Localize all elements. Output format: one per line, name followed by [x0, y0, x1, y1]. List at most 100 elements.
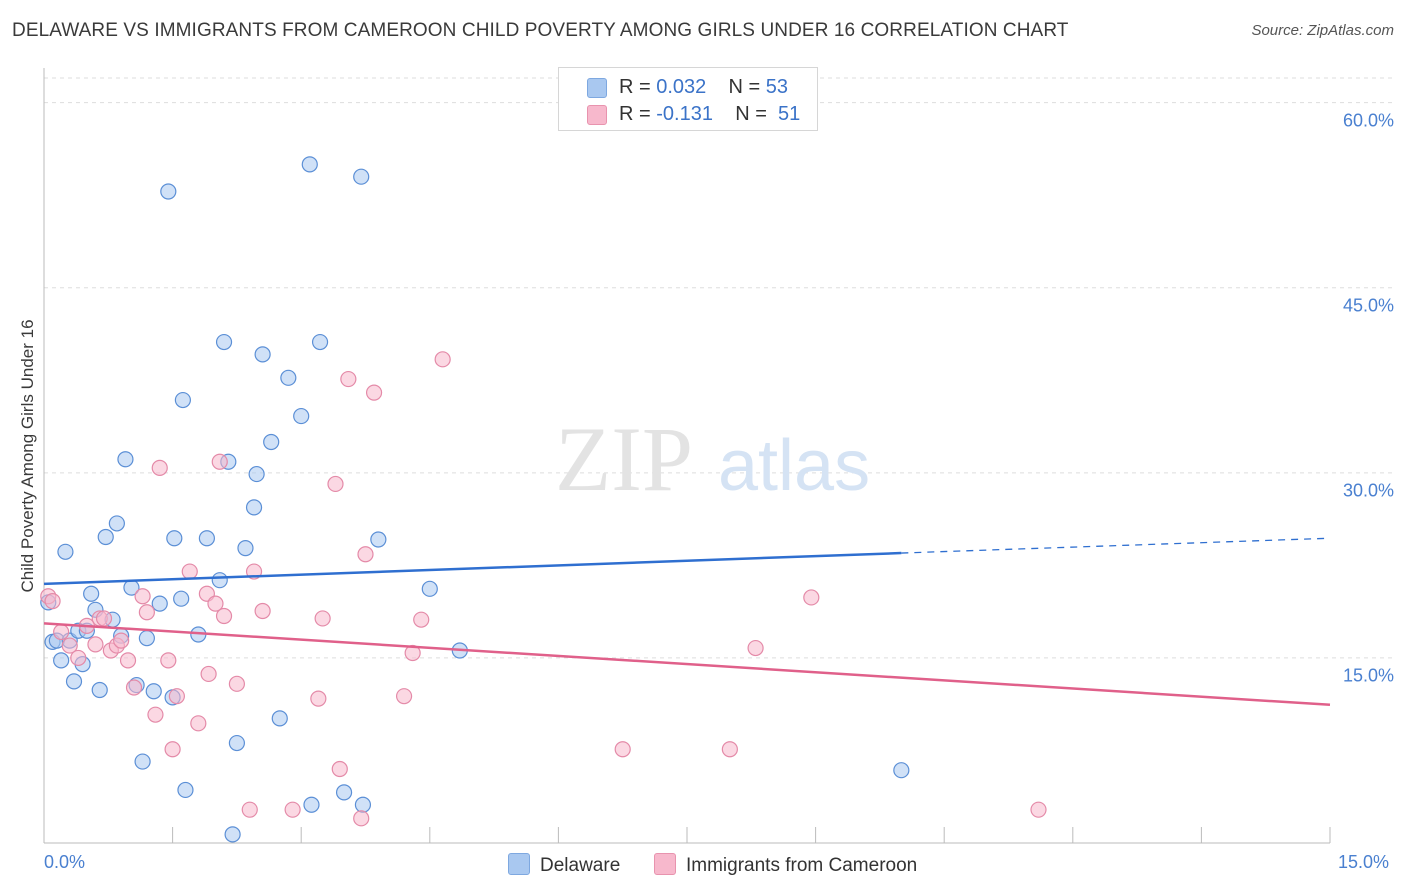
data-point	[310, 690, 327, 707]
data-point	[174, 391, 191, 409]
data-point	[83, 585, 100, 602]
data-point	[303, 796, 320, 813]
data-point	[228, 734, 245, 752]
data-point	[138, 604, 155, 621]
data-point	[117, 451, 134, 468]
data-point	[893, 762, 910, 779]
data-point	[311, 333, 329, 351]
legend-n-value: 53	[765, 76, 789, 98]
bottom-legend-label-delaware: Delaware	[540, 855, 621, 876]
data-point	[190, 715, 207, 732]
data-point	[134, 753, 151, 770]
data-point	[134, 588, 151, 605]
trendline-cameroon	[43, 622, 1331, 707]
data-point	[365, 384, 383, 401]
y-axis-label: Child Poverty Among Girls Under 16	[18, 319, 37, 593]
bottom-legend-swatch-cameroon	[654, 853, 676, 875]
data-point	[1030, 801, 1047, 818]
data-point	[91, 681, 108, 699]
data-point	[211, 453, 228, 470]
data-point	[108, 515, 125, 532]
legend-n-label: N =	[735, 103, 767, 125]
data-point	[413, 611, 430, 628]
data-point	[280, 369, 297, 386]
data-point	[168, 688, 185, 705]
legend-r-value: 0.032	[656, 76, 707, 98]
data-point	[200, 665, 217, 683]
data-point	[747, 639, 764, 657]
y-tick-label: 30.0%	[1342, 480, 1394, 501]
data-point	[335, 784, 353, 801]
data-point	[160, 183, 177, 200]
data-point	[151, 595, 168, 612]
data-point	[721, 741, 738, 758]
legend-swatch-cameroon	[587, 105, 607, 125]
series-cameroon	[40, 351, 1047, 827]
data-point	[181, 563, 198, 580]
bottom-legend-swatch-delaware	[508, 853, 530, 875]
data-point	[61, 637, 78, 654]
legend-n-label: N =	[728, 76, 761, 98]
data-point	[340, 370, 357, 388]
data-point	[147, 706, 164, 723]
data-point	[145, 683, 162, 700]
axes	[43, 68, 1331, 844]
data-point	[395, 688, 413, 705]
data-point	[284, 801, 301, 818]
data-point	[314, 610, 331, 627]
data-point	[173, 590, 190, 607]
bottom-legend-cameroon: Immigrants from Cameroon	[654, 853, 917, 877]
data-point	[65, 673, 83, 690]
data-point	[207, 595, 224, 612]
data-point	[87, 636, 104, 653]
legend-swatch-delaware	[587, 78, 607, 98]
data-point	[113, 632, 130, 649]
data-point	[245, 499, 263, 516]
data-point	[53, 652, 70, 669]
data-point	[301, 156, 318, 173]
data-point	[357, 546, 374, 563]
data-point	[271, 710, 288, 727]
data-point	[151, 459, 168, 477]
data-point	[353, 168, 370, 185]
bottom-legend-delaware: Delaware	[508, 853, 620, 877]
data-point	[228, 675, 245, 692]
y-tick-label: 15.0%	[1342, 665, 1394, 686]
data-point	[211, 572, 228, 589]
chart-title: DELAWARE VS IMMIGRANTS FROM CAMEROON CHI…	[12, 20, 1069, 41]
data-point	[327, 475, 344, 493]
data-point	[138, 630, 155, 647]
data-point	[241, 801, 258, 818]
data-point	[125, 679, 143, 696]
x-tick-label-max: 15.0%	[1338, 852, 1390, 872]
data-point	[254, 346, 271, 363]
data-point	[215, 333, 233, 351]
watermark: ZIP atlas	[555, 408, 870, 510]
data-point	[254, 602, 271, 620]
data-point	[614, 741, 631, 758]
legend-n-value: 51	[778, 103, 801, 125]
data-point	[44, 593, 61, 610]
watermark-zip: ZIP	[555, 408, 693, 510]
data-point	[353, 810, 370, 827]
data-point	[803, 589, 820, 606]
correlation-legend: R = 0.032 N = 53 R = -0.131 N = 51	[558, 67, 818, 131]
data-point	[237, 540, 254, 557]
data-point	[370, 531, 387, 548]
x-tick-label-min: 0.0%	[44, 852, 86, 872]
bottom-legend-label-cameroon: Immigrants from Cameroon	[686, 855, 918, 876]
data-point	[421, 580, 438, 597]
data-point	[160, 652, 177, 669]
data-point	[263, 433, 280, 451]
legend-r-label: R =	[619, 103, 651, 125]
data-point	[57, 543, 74, 560]
data-point	[198, 530, 215, 547]
data-point	[331, 760, 348, 778]
source-note: Source: ZipAtlas.com	[1251, 22, 1394, 39]
legend-r-label: R =	[619, 76, 651, 98]
data-point	[166, 530, 183, 547]
data-point	[97, 528, 114, 546]
data-point	[95, 610, 113, 627]
data-point	[293, 407, 310, 425]
